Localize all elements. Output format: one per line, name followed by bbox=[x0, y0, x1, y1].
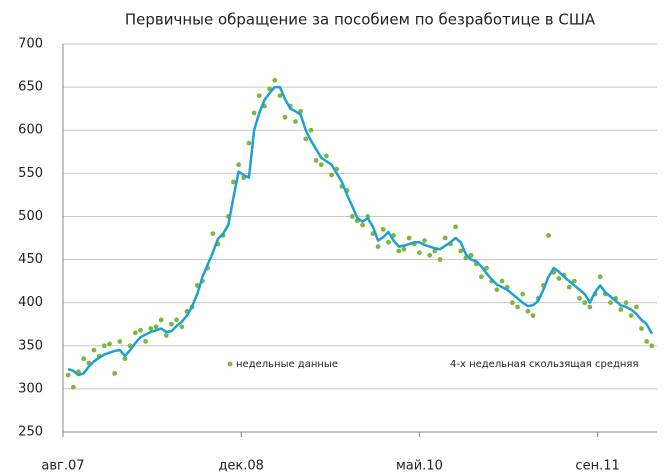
moving-average-line bbox=[67, 85, 653, 377]
data-point bbox=[499, 278, 505, 284]
data-point bbox=[236, 162, 242, 168]
data-point bbox=[639, 326, 644, 331]
data-point bbox=[437, 257, 443, 262]
data-point bbox=[380, 226, 386, 232]
data-point bbox=[272, 77, 278, 83]
data-point bbox=[468, 252, 474, 258]
data-point bbox=[582, 300, 588, 306]
data-point bbox=[525, 308, 531, 314]
data-point bbox=[91, 347, 97, 353]
y-tick-label: 500 bbox=[18, 209, 43, 224]
data-point bbox=[112, 370, 118, 376]
data-point bbox=[401, 246, 407, 252]
y-tick-label: 650 bbox=[18, 80, 43, 95]
data-point bbox=[623, 300, 629, 306]
data-point bbox=[577, 295, 582, 301]
data-point bbox=[329, 172, 334, 178]
legend-marker bbox=[227, 361, 233, 367]
y-tick-label: 450 bbox=[18, 252, 43, 267]
data-point bbox=[386, 239, 391, 245]
data-point bbox=[484, 265, 489, 271]
data-point bbox=[509, 300, 515, 306]
data-point bbox=[597, 274, 603, 280]
data-point bbox=[158, 317, 164, 323]
data-point bbox=[282, 114, 288, 120]
data-point bbox=[65, 372, 71, 378]
data-point bbox=[628, 313, 634, 318]
data-point bbox=[396, 248, 402, 254]
data-point bbox=[246, 140, 252, 146]
legend-label: недельные данные bbox=[236, 359, 338, 370]
data-point bbox=[117, 339, 123, 344]
data-point bbox=[231, 179, 236, 185]
data-point bbox=[453, 224, 458, 230]
data-point bbox=[422, 238, 427, 243]
data-point bbox=[163, 333, 169, 338]
data-point bbox=[478, 274, 484, 280]
data-point bbox=[251, 110, 257, 116]
data-point bbox=[515, 304, 520, 310]
data-point bbox=[608, 300, 613, 306]
y-tick-label: 350 bbox=[18, 338, 43, 353]
chart-title: Первичные обращение за пособием по безра… bbox=[125, 11, 596, 29]
data-point bbox=[143, 339, 149, 344]
y-tick-label: 300 bbox=[18, 381, 43, 396]
data-point bbox=[293, 119, 298, 124]
data-point bbox=[360, 222, 365, 228]
x-tick-label: авг.07 bbox=[41, 459, 84, 474]
data-point bbox=[571, 278, 577, 284]
data-point bbox=[556, 276, 562, 281]
data-point bbox=[107, 341, 112, 347]
data-point bbox=[633, 304, 639, 310]
data-point bbox=[427, 252, 433, 258]
data-point bbox=[122, 356, 128, 362]
data-point bbox=[406, 235, 412, 241]
data-point bbox=[458, 248, 464, 254]
x-tick-label: май.10 bbox=[396, 459, 443, 474]
data-point bbox=[442, 235, 448, 241]
data-point bbox=[277, 93, 283, 99]
data-point bbox=[138, 327, 143, 333]
data-point bbox=[324, 153, 329, 159]
data-point bbox=[618, 307, 624, 312]
data-point bbox=[70, 384, 76, 390]
data-point bbox=[132, 330, 138, 336]
y-tick-label: 550 bbox=[18, 166, 43, 181]
data-point bbox=[101, 343, 107, 349]
y-tick-label: 600 bbox=[18, 123, 43, 138]
data-point bbox=[81, 356, 87, 362]
data-point bbox=[256, 93, 262, 99]
data-point bbox=[313, 158, 319, 163]
y-tick-label: 400 bbox=[18, 295, 43, 310]
x-tick-label: дек.08 bbox=[218, 459, 264, 474]
data-point bbox=[546, 233, 551, 238]
legend-label: 4-х недельная скользящая средняя bbox=[450, 359, 638, 370]
data-point bbox=[375, 244, 381, 250]
data-point bbox=[566, 284, 572, 290]
data-point bbox=[153, 324, 159, 330]
y-tick-label: 700 bbox=[18, 37, 43, 52]
data-point bbox=[148, 326, 154, 331]
data-point bbox=[587, 304, 593, 310]
data-point bbox=[417, 250, 422, 256]
data-point bbox=[644, 339, 650, 344]
data-point bbox=[210, 231, 216, 237]
data-point bbox=[649, 343, 655, 349]
data-point bbox=[318, 162, 324, 168]
y-tick-label: 250 bbox=[18, 425, 43, 440]
data-point bbox=[179, 324, 185, 330]
data-point bbox=[174, 317, 180, 323]
data-point bbox=[169, 321, 174, 327]
data-point bbox=[494, 287, 500, 293]
data-point bbox=[520, 291, 526, 297]
data-point bbox=[308, 127, 314, 133]
data-point bbox=[349, 214, 355, 219]
data-point bbox=[303, 136, 309, 142]
x-tick-label: сен.11 bbox=[575, 459, 619, 474]
data-point bbox=[530, 313, 536, 318]
